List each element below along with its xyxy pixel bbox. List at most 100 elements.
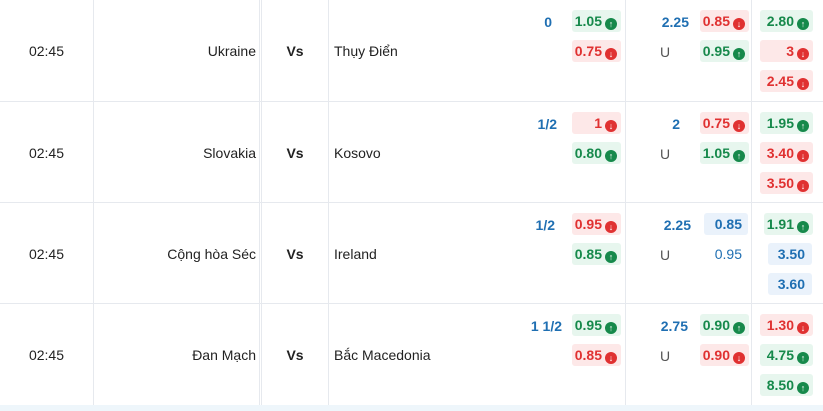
column-divider: [625, 0, 626, 101]
column-divider: [625, 304, 626, 405]
table-footer-strip: [0, 405, 823, 411]
over-under-line: 2.25: [661, 14, 689, 30]
1x2-draw-odd[interactable]: 3.40 ↓: [760, 142, 813, 164]
away-team[interactable]: Bắc Macedonia: [334, 347, 431, 363]
arrow-down-circle-icon: ↓: [605, 352, 617, 364]
odd-value: 1.91: [766, 216, 794, 232]
odd-value: 3.60: [777, 276, 805, 292]
ah-home-odd[interactable]: 0.95 ↓: [572, 213, 621, 235]
odd-value: 0.75: [702, 115, 730, 131]
column-divider: [93, 304, 94, 405]
odd-value: 2.80: [766, 13, 794, 29]
column-divider: [93, 203, 94, 303]
match-row[interactable]: 02:45 Đan Mạch Vs Bắc Macedonia 1 1/2 0.…: [0, 304, 823, 405]
arrow-up-circle-icon: ↑: [605, 18, 617, 30]
under-label: U: [660, 247, 671, 263]
arrow-down-circle-icon: ↓: [605, 120, 617, 132]
arrow-up-circle-icon: ↑: [797, 120, 809, 132]
column-divider: [328, 203, 329, 303]
arrow-down-circle-icon: ↓: [797, 78, 809, 90]
1x2-home-odd[interactable]: 2.80 ↑: [760, 10, 813, 32]
odd-value: 0.75: [574, 43, 602, 59]
odd-value: 0.90: [702, 347, 730, 363]
1x2-home-odd[interactable]: 1.30 ↓: [760, 314, 813, 336]
ou-over-odd[interactable]: 0.85 ↓: [700, 10, 749, 32]
over-under-line: 2: [672, 116, 680, 132]
arrow-down-circle-icon: ↓: [733, 352, 745, 364]
1x2-draw-odd[interactable]: 3 ↓: [760, 40, 813, 62]
under-label: U: [660, 146, 671, 162]
handicap-line: 1 1/2: [530, 318, 562, 334]
ah-away-odd[interactable]: 0.85 ↓: [572, 344, 621, 366]
ou-under-odd[interactable]: 1.05 ↑: [700, 142, 749, 164]
match-row[interactable]: 02:45 Slovakia Vs Kosovo 1/2 1 ↓ 0.80 ↑ 2 …: [0, 102, 823, 203]
1x2-away-odd[interactable]: 8.50 ↑: [760, 374, 813, 396]
match-row[interactable]: 02:45 Ukraine Vs Thụy Điển 0 1.05 ↑ 0.75 ↓…: [0, 0, 823, 102]
1x2-away-odd[interactable]: 3.50 ↓: [760, 172, 813, 194]
home-team[interactable]: Đan Mạch: [192, 347, 256, 363]
column-divider: [328, 102, 329, 202]
arrow-up-circle-icon: ↑: [605, 322, 617, 334]
under-label: U: [660, 44, 671, 60]
arrow-down-circle-icon: ↓: [605, 221, 617, 233]
odd-value: 1.95: [766, 115, 794, 131]
1x2-draw-odd[interactable]: 4.75 ↑: [760, 344, 813, 366]
1x2-home-odd[interactable]: 1.95 ↑: [760, 112, 813, 134]
column-divider: [751, 203, 752, 303]
arrow-down-circle-icon: ↓: [797, 322, 809, 334]
1x2-draw-odd[interactable]: 3.50: [768, 243, 812, 265]
ah-home-odd[interactable]: 1 ↓: [572, 112, 621, 134]
odd-value: 1.05: [574, 13, 602, 29]
ou-over-odd[interactable]: 0.85: [704, 213, 748, 235]
home-team[interactable]: Ukraine: [207, 43, 256, 59]
ou-over-odd[interactable]: 0.75 ↓: [700, 112, 749, 134]
vs-label: Vs: [286, 246, 304, 262]
match-row[interactable]: 02:45 Cộng hòa Séc Vs Ireland 1/2 0.95 ↓ …: [0, 203, 823, 304]
odd-value: 0.85: [574, 246, 602, 262]
ah-away-odd[interactable]: 0.80 ↑: [572, 142, 621, 164]
ah-home-odd[interactable]: 0.95 ↑: [572, 314, 621, 336]
away-team[interactable]: Ireland: [334, 246, 377, 262]
ou-over-odd[interactable]: 0.90 ↑: [700, 314, 749, 336]
odd-value: 0.95: [714, 246, 742, 262]
column-divider: [328, 0, 329, 101]
odd-value: 3.50: [766, 175, 794, 191]
ou-under-odd[interactable]: 0.95: [704, 243, 748, 265]
arrow-up-circle-icon: ↑: [733, 322, 745, 334]
ou-under-odd[interactable]: 0.95 ↑: [700, 40, 749, 62]
column-divider: [259, 102, 262, 202]
1x2-away-odd[interactable]: 2.45 ↓: [760, 70, 813, 92]
column-divider: [259, 0, 262, 101]
odd-value: 3.40: [766, 145, 794, 161]
1x2-home-odd[interactable]: 1.91 ↑: [764, 213, 813, 235]
1x2-away-odd[interactable]: 3.60: [768, 273, 812, 295]
home-team[interactable]: Slovakia: [203, 145, 256, 161]
odd-value: 8.50: [766, 377, 794, 393]
away-team[interactable]: Thụy Điển: [334, 43, 398, 59]
vs-label: Vs: [286, 43, 304, 59]
ou-under-odd[interactable]: 0.90 ↓: [700, 344, 749, 366]
arrow-up-circle-icon: ↑: [733, 48, 745, 60]
match-time: 02:45: [28, 43, 65, 59]
odd-value: 0.85: [702, 13, 730, 29]
over-under-line: 2.25: [663, 217, 691, 233]
arrow-down-circle-icon: ↓: [797, 150, 809, 162]
ah-home-odd[interactable]: 1.05 ↑: [572, 10, 621, 32]
away-team[interactable]: Kosovo: [334, 145, 381, 161]
over-under-line: 2.75: [660, 318, 688, 334]
odd-value: 4.75: [766, 347, 794, 363]
ah-away-odd[interactable]: 0.85 ↑: [572, 243, 621, 265]
arrow-down-circle-icon: ↓: [797, 180, 809, 192]
column-divider: [751, 304, 752, 405]
handicap-line: 1/2: [535, 217, 555, 233]
home-team[interactable]: Cộng hòa Séc: [167, 246, 256, 262]
odd-value: 1: [594, 115, 602, 131]
arrow-up-circle-icon: ↑: [797, 382, 809, 394]
arrow-up-circle-icon: ↑: [797, 221, 809, 233]
column-divider: [625, 203, 626, 303]
vs-label: Vs: [286, 145, 304, 161]
arrow-up-circle-icon: ↑: [733, 150, 745, 162]
arrow-down-circle-icon: ↓: [733, 120, 745, 132]
handicap-line: 1/2: [537, 116, 557, 132]
ah-away-odd[interactable]: 0.75 ↓: [572, 40, 621, 62]
